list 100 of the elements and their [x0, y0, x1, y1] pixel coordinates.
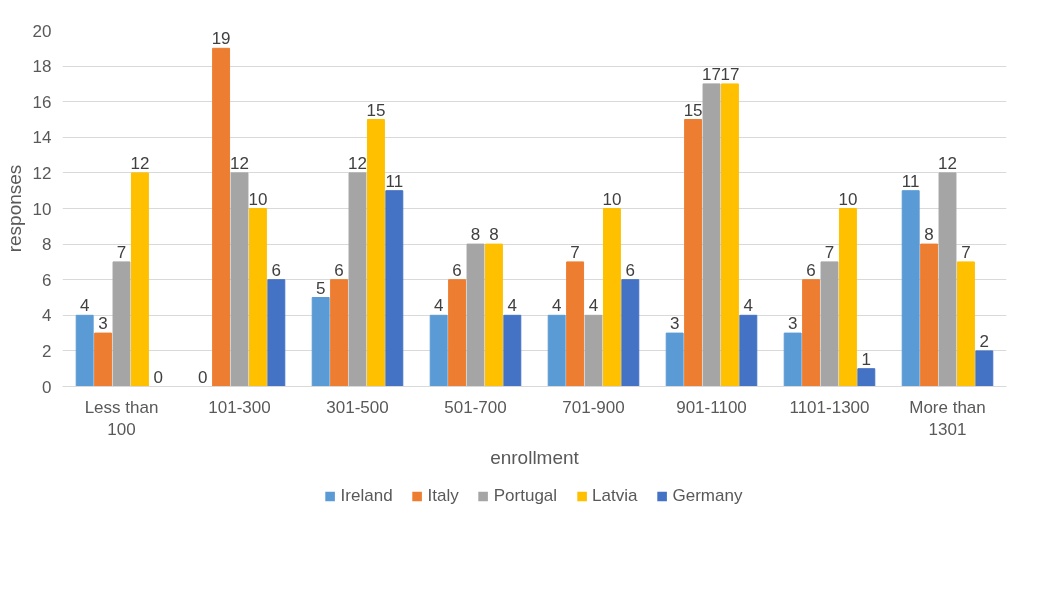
bar — [975, 350, 994, 387]
data-label: 4 — [588, 296, 599, 316]
bar — [547, 314, 566, 387]
y-tick-label: 2 — [42, 341, 52, 361]
legend-label: Latvia — [592, 486, 638, 506]
data-label: 10 — [838, 189, 858, 209]
data-label: 7 — [961, 242, 971, 262]
bar — [212, 47, 231, 387]
legend-label: Portugal — [493, 486, 558, 506]
bar — [802, 279, 821, 387]
data-label: 6 — [452, 260, 462, 280]
bar — [838, 208, 857, 387]
data-label: 8 — [489, 225, 499, 245]
bar — [820, 261, 839, 387]
bar — [348, 172, 367, 387]
bar — [956, 261, 975, 387]
data-label: 8 — [470, 225, 481, 245]
bar — [248, 208, 267, 387]
data-label: 17 — [702, 64, 721, 84]
bar — [429, 314, 448, 387]
bar — [466, 243, 485, 387]
bar — [267, 279, 286, 387]
data-label: 5 — [315, 278, 326, 298]
bar — [938, 172, 957, 387]
y-tick-label: 14 — [32, 128, 52, 148]
data-label: 15 — [366, 100, 386, 120]
bar — [112, 261, 131, 387]
legend-label: Italy — [427, 486, 459, 506]
data-label: 19 — [211, 29, 231, 49]
data-label: 3 — [669, 314, 680, 334]
bar — [448, 279, 467, 387]
data-label: 3 — [98, 314, 108, 334]
x-tick-label: 901-1100 — [676, 397, 747, 417]
data-label: 11 — [901, 171, 920, 191]
bar — [702, 83, 721, 387]
x-tick-label: Less than 100 — [84, 397, 159, 440]
data-label: 1 — [861, 349, 872, 369]
data-label: 6 — [806, 260, 816, 280]
data-label: 4 — [433, 296, 444, 316]
data-label: 12 — [348, 153, 367, 173]
y-axis-title: responses — [3, 164, 25, 253]
data-label: 0 — [153, 367, 164, 387]
x-tick-label: 301-500 — [326, 397, 389, 417]
x-axis-title: enrollment — [490, 447, 580, 469]
bar — [75, 314, 94, 387]
bar — [130, 172, 149, 387]
bar — [602, 208, 621, 387]
data-label: 0 — [197, 367, 208, 387]
bar — [720, 83, 739, 387]
legend-label: Germany — [672, 486, 743, 506]
data-label: 4 — [551, 296, 562, 316]
data-label: 12 — [130, 153, 150, 173]
bar — [503, 314, 522, 387]
bar — [330, 279, 349, 387]
bar — [739, 314, 758, 387]
y-tick-label: 6 — [42, 270, 52, 290]
bar — [230, 172, 249, 387]
y-tick-label: 12 — [32, 163, 52, 183]
y-tick-label: 10 — [32, 199, 52, 219]
data-label: 6 — [271, 260, 282, 280]
data-label: 12 — [230, 153, 249, 173]
legend-label: Ireland — [340, 486, 393, 506]
data-label: 11 — [385, 171, 404, 191]
data-label: 6 — [625, 260, 636, 280]
bar — [385, 190, 404, 387]
bar — [366, 119, 385, 387]
x-tick-label: More than 1301 — [909, 397, 986, 440]
bar — [484, 243, 503, 387]
data-label: 15 — [683, 100, 703, 120]
data-label: 4 — [79, 296, 90, 316]
x-tick-label: 101-300 — [208, 397, 271, 417]
data-label: 3 — [787, 314, 798, 334]
data-label: 10 — [248, 189, 268, 209]
data-label: 8 — [924, 225, 934, 245]
y-tick-label: 4 — [42, 306, 52, 326]
bar — [566, 261, 585, 387]
data-label: 10 — [602, 189, 622, 209]
bar — [920, 243, 939, 387]
x-tick-label: 1101-1300 — [789, 397, 870, 417]
data-label: 17 — [720, 64, 740, 84]
data-label: 4 — [743, 296, 754, 316]
bar — [665, 332, 684, 387]
data-label: 6 — [334, 260, 344, 280]
y-tick-label: 20 — [32, 21, 52, 41]
data-label: 12 — [938, 153, 957, 173]
bar — [311, 297, 330, 387]
data-label: 7 — [570, 242, 580, 262]
bar — [621, 279, 640, 387]
bar — [857, 368, 876, 387]
x-tick-label: 501-700 — [444, 397, 507, 417]
data-label: 7 — [824, 242, 835, 262]
y-tick-label: 18 — [32, 57, 52, 77]
bar — [684, 119, 703, 387]
bar — [901, 190, 920, 387]
bar — [783, 332, 802, 387]
data-label: 2 — [979, 331, 990, 351]
y-tick-label: 16 — [32, 92, 52, 112]
y-tick-label: 0 — [42, 377, 52, 397]
data-label: 4 — [507, 296, 518, 316]
x-tick-label: 701-900 — [562, 397, 625, 417]
